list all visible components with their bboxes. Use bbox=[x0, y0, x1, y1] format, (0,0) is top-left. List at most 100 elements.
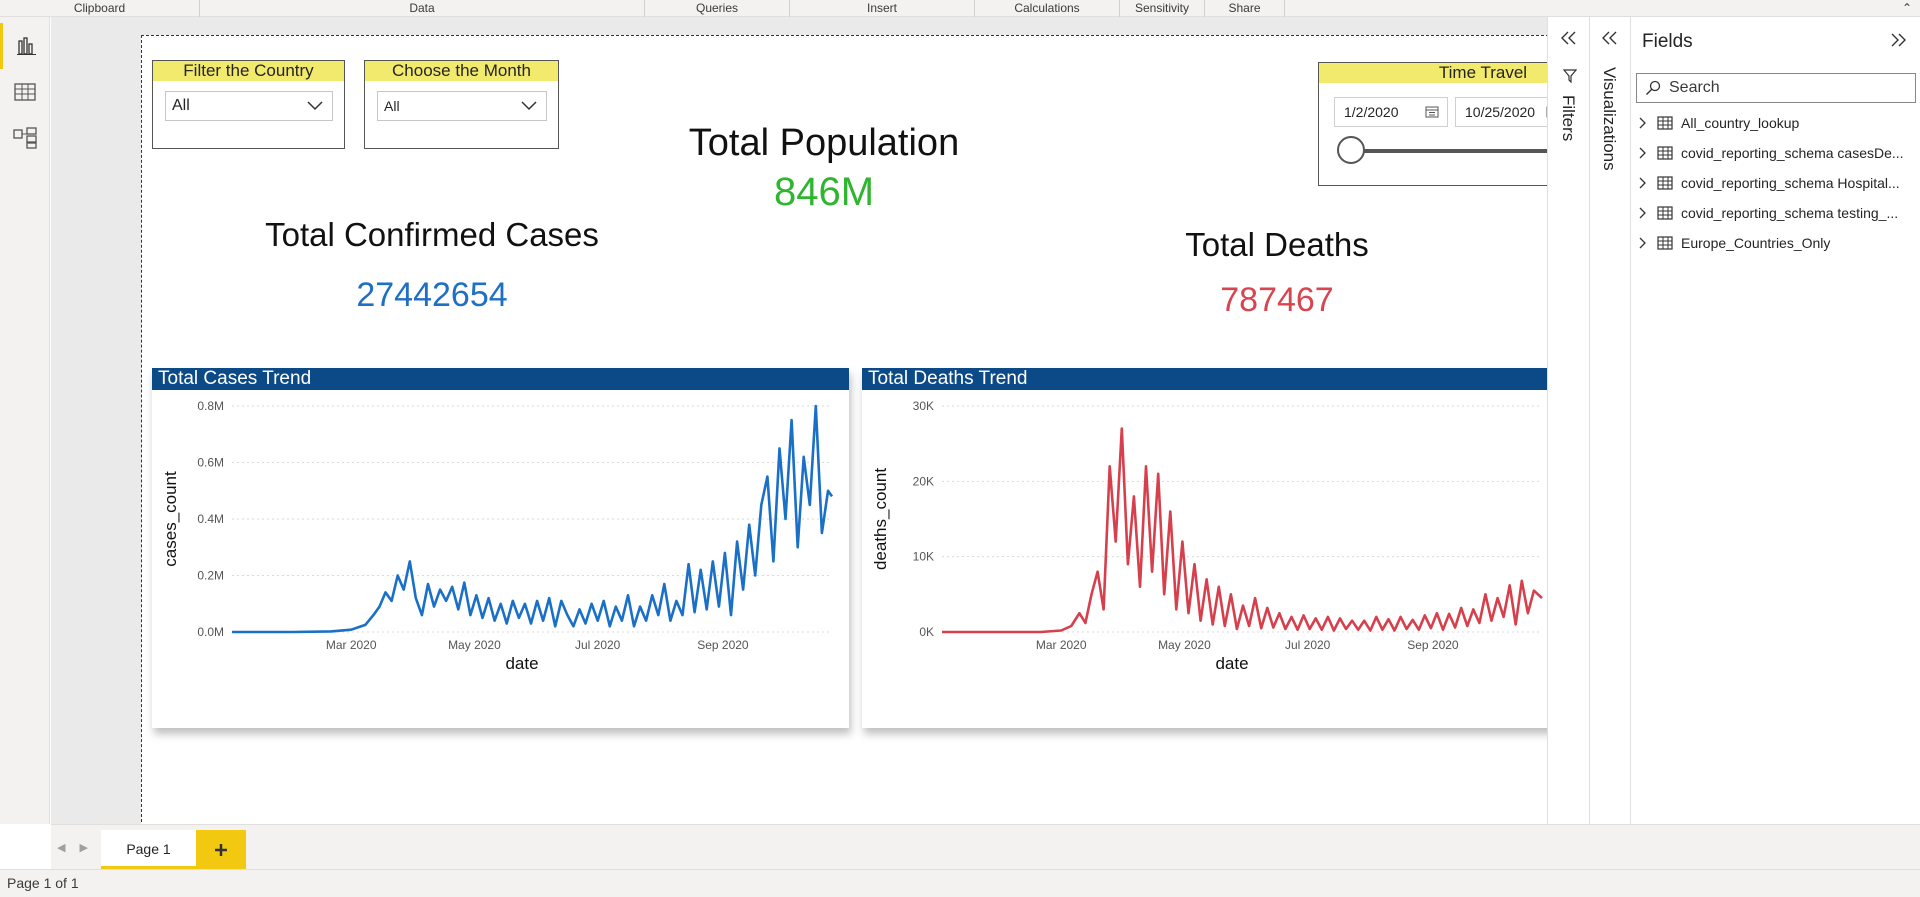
x-tick-label: Mar 2020 bbox=[326, 638, 377, 652]
fields-pane: Fields Search All_country_lookup covid_re… bbox=[1630, 17, 1920, 824]
model-view-button[interactable] bbox=[0, 115, 50, 161]
x-tick-label: Sep 2020 bbox=[697, 638, 749, 652]
country-slicer-header: Filter the Country bbox=[153, 61, 344, 81]
y-tick-label: 30K bbox=[913, 399, 934, 413]
expand-chevron-icon[interactable] bbox=[1639, 177, 1653, 189]
end-date-value: 10/25/2020 bbox=[1465, 104, 1536, 120]
total-deaths-trend-chart[interactable]: Total Deaths Trend 0K 10K 20K 30K Mar 2020 Ma… bbox=[862, 368, 1559, 728]
field-table-name: covid_reporting_schema Hospital... bbox=[1681, 175, 1900, 191]
data-view-button[interactable] bbox=[0, 69, 50, 115]
search-icon bbox=[1646, 80, 1661, 95]
expand-chevrons-icon[interactable] bbox=[1561, 31, 1577, 45]
field-table-name: covid_reporting_schema testing_... bbox=[1681, 205, 1899, 221]
filter-funnel-icon bbox=[1563, 69, 1577, 83]
chart-title: Total Deaths Trend bbox=[862, 368, 1559, 390]
month-slicer: Choose the Month All bbox=[364, 60, 559, 149]
fields-pane-title: Fields bbox=[1642, 31, 1693, 52]
plus-icon bbox=[215, 844, 227, 856]
bar-chart-icon bbox=[16, 37, 36, 55]
x-tick-label: Jul 2020 bbox=[575, 638, 621, 652]
expand-chevron-icon[interactable] bbox=[1639, 117, 1653, 129]
table-icon bbox=[1657, 116, 1673, 130]
total-population-value: 846M bbox=[773, 170, 875, 214]
start-date-input[interactable]: 1/2/2020 bbox=[1334, 97, 1448, 127]
page-count-status: Page 1 of 1 bbox=[7, 875, 79, 891]
model-diagram-icon bbox=[13, 127, 37, 149]
field-table-name: Europe_Countries_Only bbox=[1681, 235, 1831, 251]
expand-chevron-icon[interactable] bbox=[1639, 237, 1653, 249]
total-confirmed-cases-title: Total Confirmed Cases bbox=[265, 216, 599, 253]
ribbon-group-calculations: Calculations bbox=[975, 0, 1120, 17]
total-population-title: Total Population bbox=[688, 122, 960, 164]
total-confirmed-cases-value: 27442654 bbox=[356, 276, 508, 314]
report-view-button[interactable] bbox=[0, 23, 50, 69]
total-deaths-title: Total Deaths bbox=[1185, 226, 1369, 263]
country-slicer: Filter the Country All bbox=[152, 60, 345, 149]
chevron-down-icon bbox=[521, 101, 537, 111]
table-icon bbox=[1657, 176, 1673, 190]
chevron-down-icon bbox=[307, 101, 323, 111]
chart-title: Total Cases Trend bbox=[152, 368, 849, 390]
x-tick-label: Mar 2020 bbox=[1036, 638, 1087, 652]
x-tick-label: Sep 2020 bbox=[1407, 638, 1459, 652]
y-tick-label: 20K bbox=[913, 474, 934, 488]
country-dropdown[interactable]: All bbox=[165, 91, 333, 121]
view-switcher-rail bbox=[0, 17, 50, 824]
date-range-slider-track[interactable] bbox=[1351, 149, 1623, 153]
calendar-icon[interactable] bbox=[1425, 105, 1439, 118]
x-axis-title: date bbox=[1215, 654, 1248, 673]
x-tick-label: May 2020 bbox=[1158, 638, 1211, 652]
ribbon-group-data: Data bbox=[200, 0, 645, 17]
search-placeholder: Search bbox=[1669, 79, 1720, 96]
page-nav-arrows[interactable]: ◀▶ bbox=[57, 842, 102, 854]
month-dropdown-value: All bbox=[384, 98, 400, 114]
month-slicer-header: Choose the Month bbox=[365, 61, 558, 81]
x-axis-title: date bbox=[505, 654, 538, 673]
field-table-item[interactable]: covid_reporting_schema testing_... bbox=[1639, 202, 1898, 224]
field-table-name: All_country_lookup bbox=[1681, 115, 1800, 131]
fields-search-input[interactable]: Search bbox=[1636, 73, 1916, 103]
month-dropdown[interactable]: All bbox=[377, 91, 547, 121]
collapse-chevrons-icon[interactable] bbox=[1890, 33, 1906, 47]
y-tick-label: 0K bbox=[919, 625, 934, 639]
y-axis-title: deaths_count bbox=[871, 468, 890, 570]
slider-start-handle[interactable] bbox=[1337, 136, 1365, 164]
expand-chevron-icon[interactable] bbox=[1639, 207, 1653, 219]
report-canvas-area: Filter the Country All Choose the Month … bbox=[51, 17, 1648, 832]
field-table-item[interactable]: covid_reporting_schema Hospital... bbox=[1639, 172, 1900, 194]
report-page: Filter the Country All Choose the Month … bbox=[141, 35, 1648, 832]
ribbon-group-share: Share bbox=[1205, 0, 1285, 17]
filters-pane-collapsed[interactable]: Filters bbox=[1547, 17, 1589, 824]
ribbon-group-sensitivity: Sensitivity bbox=[1120, 0, 1205, 17]
x-tick-label: Jul 2020 bbox=[1285, 638, 1331, 652]
table-icon bbox=[1657, 206, 1673, 220]
table-grid-icon bbox=[14, 83, 36, 101]
series-line[interactable] bbox=[232, 404, 834, 634]
x-tick-label: May 2020 bbox=[448, 638, 501, 652]
y-axis-title: cases_count bbox=[161, 471, 180, 567]
collapse-ribbon-icon[interactable]: ⌃ bbox=[1901, 1, 1912, 15]
total-deaths-value: 787467 bbox=[1220, 281, 1334, 319]
expand-chevron-icon[interactable] bbox=[1639, 147, 1653, 159]
table-icon bbox=[1657, 146, 1673, 160]
series-line[interactable] bbox=[942, 427, 1543, 634]
y-tick-label: 0.6M bbox=[197, 456, 224, 470]
ribbon-group-insert: Insert bbox=[790, 0, 975, 17]
visualizations-pane-collapsed[interactable]: Visualizations bbox=[1589, 17, 1630, 824]
visualizations-pane-label: Visualizations bbox=[1600, 67, 1619, 171]
page-tab-1[interactable]: Page 1 bbox=[101, 830, 196, 870]
page-tabs-bar: ◀▶ Page 1 bbox=[51, 824, 1920, 870]
y-tick-label: 0.4M bbox=[197, 512, 224, 526]
total-cases-trend-chart[interactable]: Total Cases Trend 0.0M 0.2M 0.4M 0.6M 0.8M Ma… bbox=[152, 368, 849, 728]
field-table-item[interactable]: covid_reporting_schema casesDe... bbox=[1639, 142, 1904, 164]
ribbon-group-labels: Clipboard Data Queries Insert Calculatio… bbox=[0, 0, 1920, 17]
field-table-name: covid_reporting_schema casesDe... bbox=[1681, 145, 1904, 161]
add-page-button[interactable] bbox=[196, 830, 246, 870]
country-dropdown-value: All bbox=[172, 97, 190, 114]
y-tick-label: 10K bbox=[913, 550, 934, 564]
filters-pane-label: Filters bbox=[1559, 95, 1578, 142]
field-table-item[interactable]: Europe_Countries_Only bbox=[1639, 232, 1830, 254]
y-tick-label: 0.0M bbox=[197, 625, 224, 639]
field-table-item[interactable]: All_country_lookup bbox=[1639, 112, 1799, 134]
expand-chevrons-icon[interactable] bbox=[1602, 31, 1618, 45]
